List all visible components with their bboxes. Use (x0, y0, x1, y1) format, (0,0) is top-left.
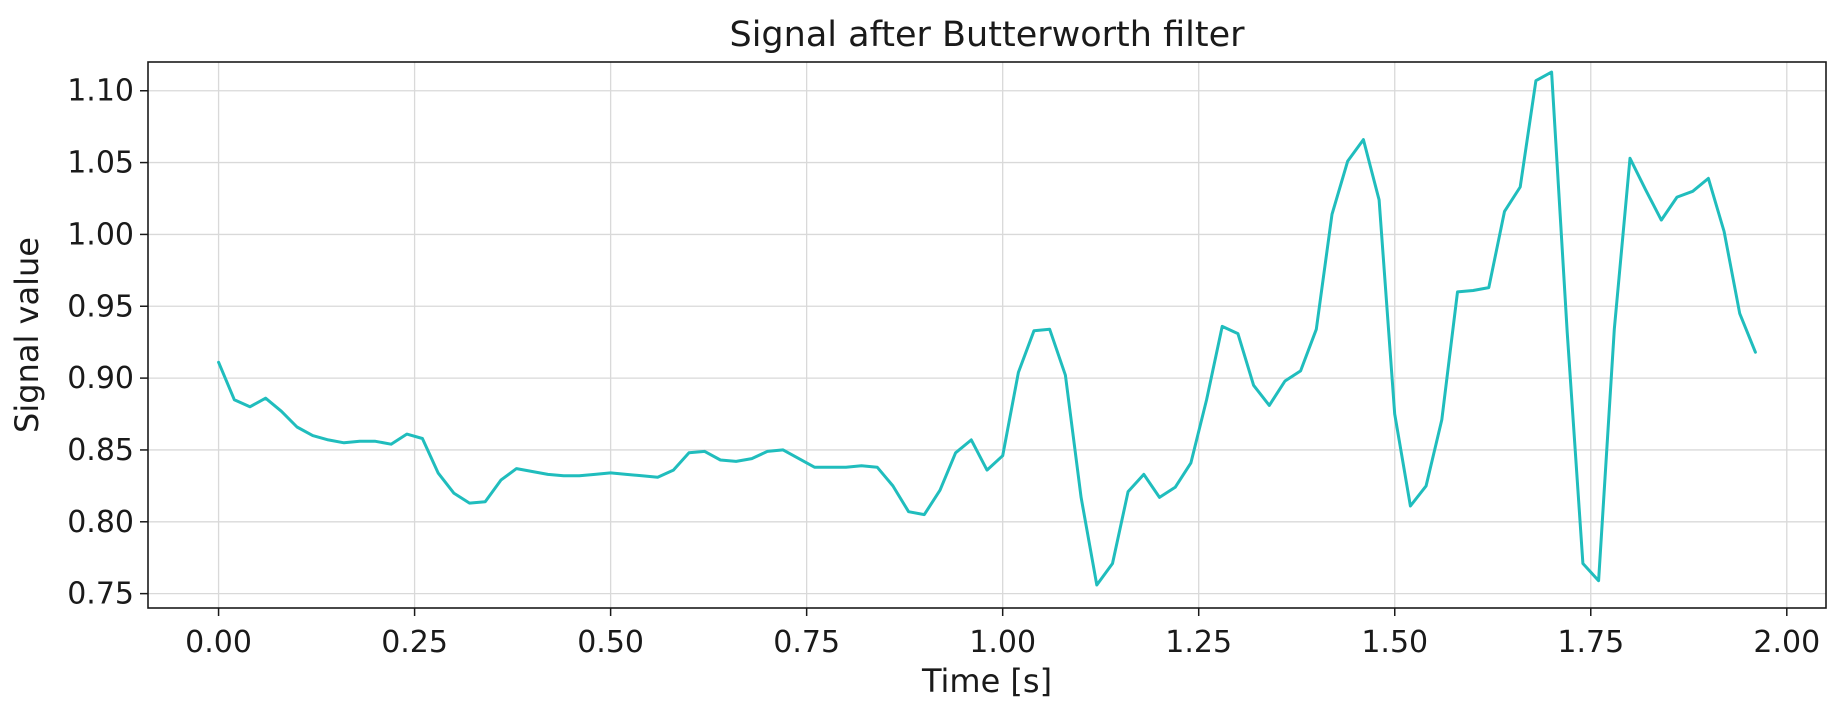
x-tick-label: 0.25 (381, 625, 448, 660)
plot-frame (147, 61, 1827, 609)
x-tick-label: 0.00 (185, 625, 252, 660)
plot-area (217, 70, 1757, 587)
x-tick-label: 0.50 (577, 625, 644, 660)
x-tick-label: 0.75 (773, 625, 840, 660)
y-tick-label: 1.05 (67, 146, 134, 181)
y-tick-label: 0.95 (67, 289, 134, 324)
y-tick-label: 0.85 (67, 433, 134, 468)
x-tick-label: 2.00 (1753, 625, 1820, 660)
x-axis: 0.00 0.25 0.50 0.75 1.00 1.25 1.50 1.75 2.00 (185, 608, 1820, 660)
signal-series-line (217, 70, 1757, 587)
y-tick-label: 0.75 (67, 577, 134, 612)
y-axis: 0.75 0.80 0.85 0.90 0.95 1.00 1.05 1.10 (67, 74, 148, 612)
y-tick-label: 0.90 (67, 361, 134, 396)
y-axis-label: Signal value (8, 237, 46, 433)
x-tick-label: 1.25 (1165, 625, 1232, 660)
grid-lines (148, 62, 1826, 608)
y-tick-label: 1.00 (67, 217, 134, 252)
x-tick-label: 1.00 (969, 625, 1036, 660)
x-tick-label: 1.75 (1557, 625, 1624, 660)
y-tick-label: 0.80 (67, 505, 134, 540)
y-tick-label: 1.10 (67, 74, 134, 109)
x-axis-label: Time [s] (921, 662, 1052, 700)
chart-title: Signal after Butterworth filter (729, 15, 1245, 55)
x-tick-label: 1.50 (1361, 625, 1428, 660)
